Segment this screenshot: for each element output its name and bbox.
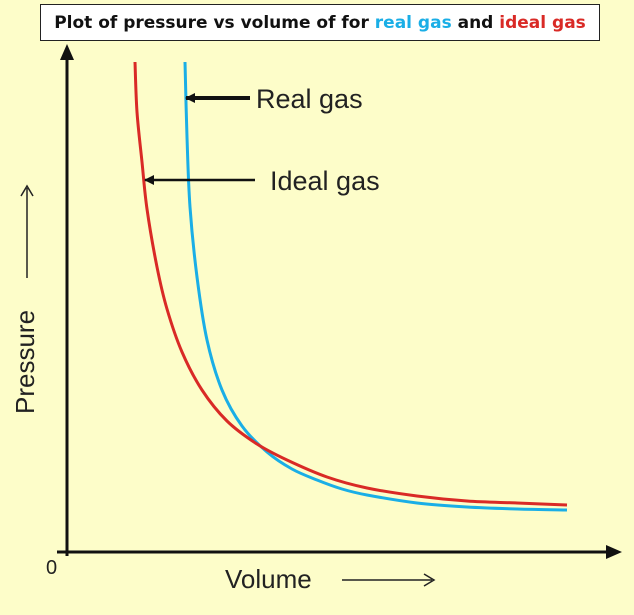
title-prefix: Plot of pressure vs volume of for	[54, 12, 375, 33]
y-axis-arrowhead	[60, 44, 74, 60]
title-ideal-gas: ideal gas	[499, 12, 586, 33]
origin-label: 0	[46, 557, 57, 579]
ideal-gas-curve	[133, 61, 568, 507]
real-gas-annotation: Real gas	[256, 84, 363, 114]
title-real-gas: real gas	[374, 12, 452, 33]
x-label-arrowhead	[423, 573, 436, 587]
x-axis-label: Volume	[225, 564, 312, 594]
y-label-arrowhead	[20, 184, 34, 197]
x-axis-arrowhead	[606, 545, 622, 559]
title-middle: and	[451, 12, 500, 33]
y-axis-label: Pressure	[10, 310, 40, 414]
real-gas-curve	[183, 61, 568, 512]
chart-title: Plot of pressure vs volume of for real g…	[40, 4, 600, 41]
ideal-gas-annotation: Ideal gas	[270, 166, 380, 196]
